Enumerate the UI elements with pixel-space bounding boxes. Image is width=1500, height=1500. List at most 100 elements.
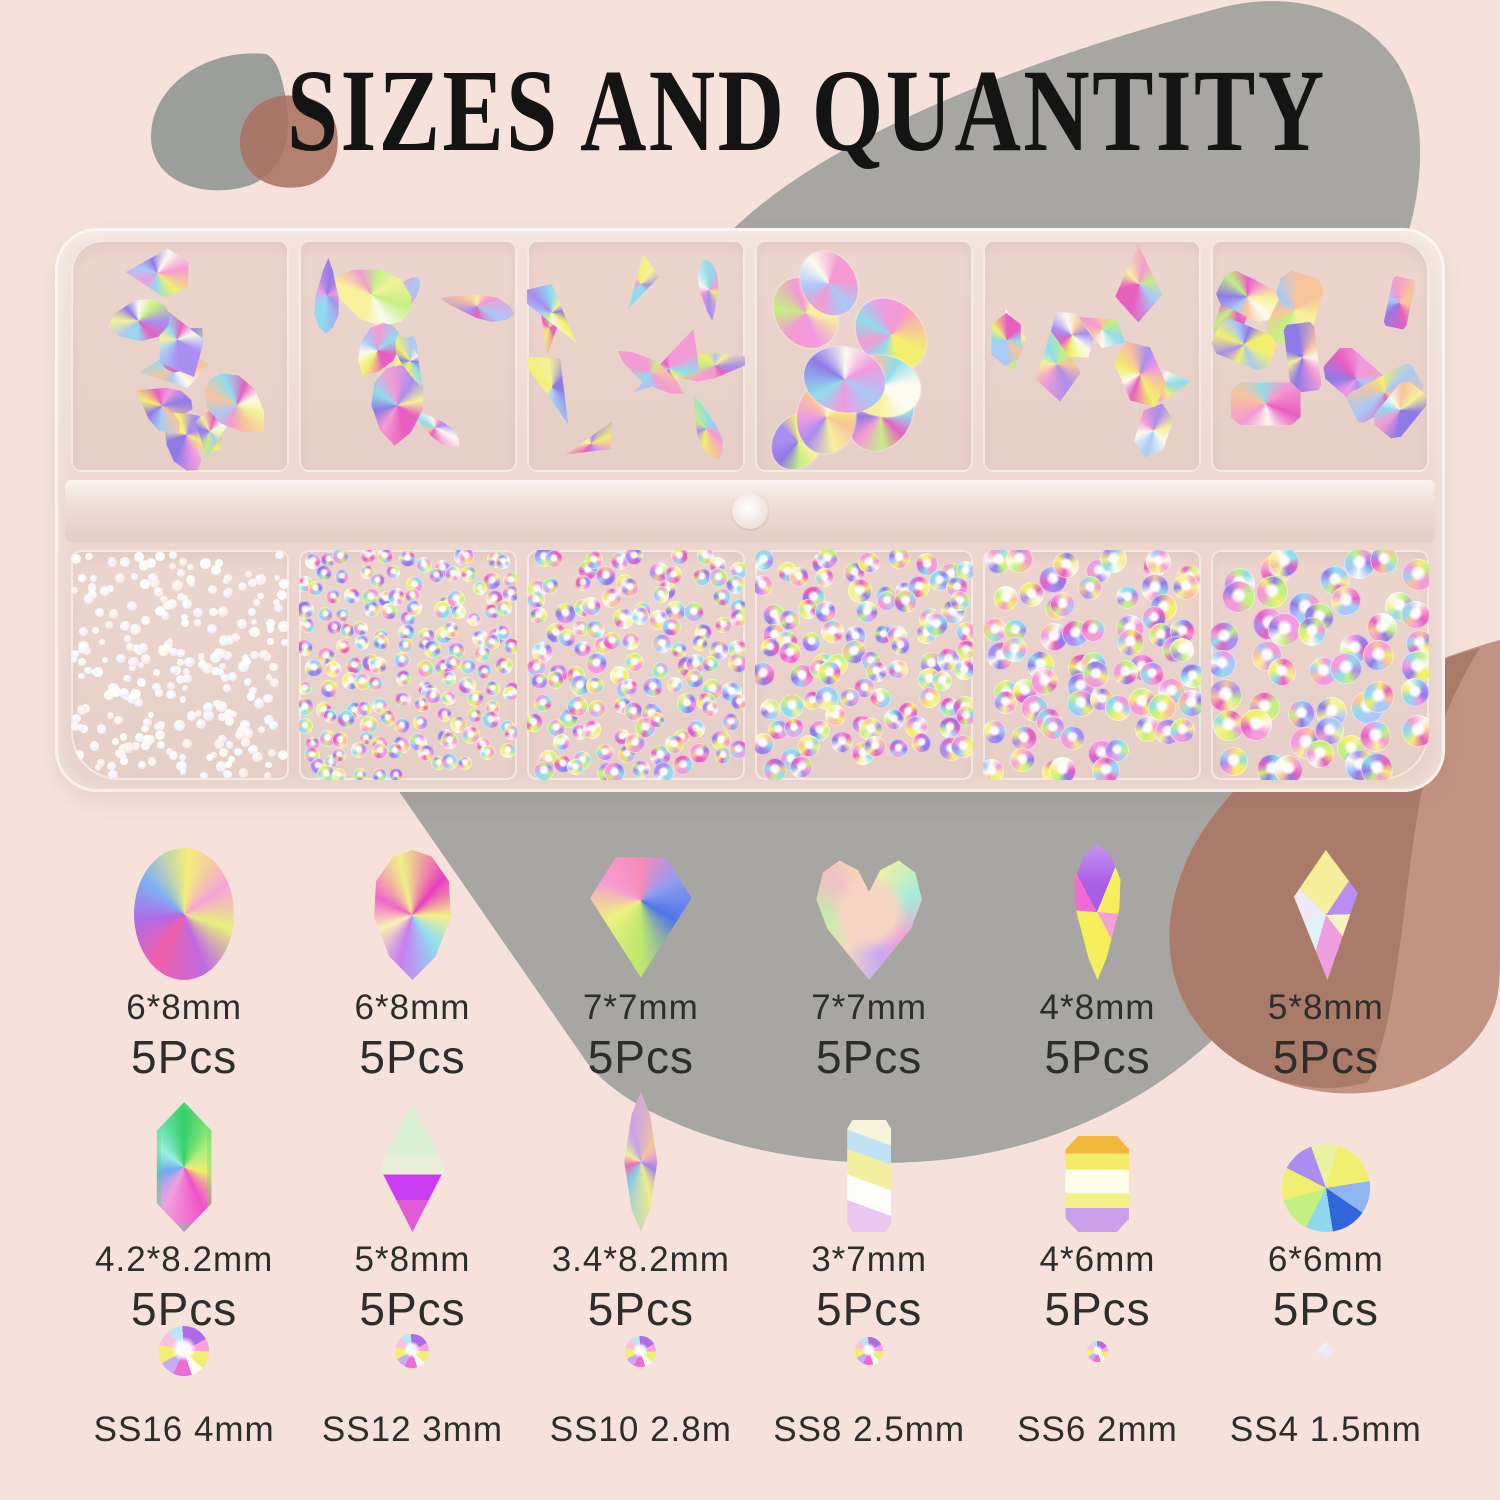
rhinestone <box>300 618 316 633</box>
rhinestone <box>147 711 154 718</box>
rhinestone <box>840 687 860 708</box>
rhinestone <box>585 620 605 640</box>
rhinestone <box>561 421 622 466</box>
crystal-size-label: 4*6mm <box>1039 1240 1156 1279</box>
rhinestone <box>200 557 212 569</box>
rhinestone <box>237 661 249 673</box>
rhinestone <box>299 639 314 657</box>
crystal-size-label: 4*8mm <box>1039 988 1156 1027</box>
rhinestone <box>1268 612 1302 646</box>
rhinestone <box>93 667 103 677</box>
rhinestone <box>317 607 333 623</box>
rhinestone <box>448 642 466 659</box>
rhinestone <box>761 638 781 658</box>
case-compartment-top-4 <box>755 240 973 472</box>
rhinestone <box>929 569 950 591</box>
rhinestone <box>214 738 225 749</box>
rhinestone <box>574 640 592 658</box>
emerald-crystal-icon <box>1065 1136 1130 1232</box>
rhinestone <box>219 663 226 670</box>
rhinestone <box>368 676 384 692</box>
rhinestone <box>1081 617 1106 642</box>
rhinestone <box>335 608 350 623</box>
rhinestone <box>94 764 102 771</box>
rhinestone <box>954 659 973 681</box>
rhinestone <box>182 668 190 676</box>
rhinestone <box>176 592 186 602</box>
rhinestone <box>1011 725 1037 752</box>
spec-item: 5*8mm 5Pcs <box>1212 840 1440 1084</box>
rhinestone <box>797 735 821 758</box>
rhinestone <box>1018 582 1045 608</box>
rhinestone <box>389 767 404 780</box>
rhinestone <box>250 618 257 625</box>
rhinestone <box>397 638 413 654</box>
rhinestone <box>624 732 646 754</box>
rhinestone <box>888 659 908 680</box>
rhinestone <box>574 575 592 592</box>
rhinestone <box>203 701 213 712</box>
rhinestone <box>1172 574 1199 600</box>
rhinestone <box>176 648 185 658</box>
rhinestone <box>905 715 928 739</box>
rhinestone <box>351 741 368 758</box>
rhinestone <box>447 590 466 609</box>
rhinestone <box>797 599 818 620</box>
rhinestone <box>126 601 137 612</box>
rhinestone <box>1052 552 1079 579</box>
rhinestone <box>527 713 543 732</box>
rhinestone <box>1287 700 1315 728</box>
rhinestone <box>237 619 248 629</box>
rhinestone <box>179 753 187 761</box>
rhinestone <box>788 567 809 587</box>
rhinestone <box>185 575 196 585</box>
rhinestone <box>369 656 387 675</box>
rhinestone <box>652 586 670 603</box>
rhinestone <box>325 660 342 677</box>
rhinestone <box>162 643 173 654</box>
rhinestone <box>332 732 348 748</box>
rhinestone <box>83 769 93 779</box>
rhinestone <box>778 641 801 664</box>
crystal-size-label: 3.4*8.2mm <box>551 1240 730 1279</box>
rhinestone <box>1049 591 1075 617</box>
rhinestone <box>1230 382 1300 425</box>
crystal-qty-label: 5Pcs <box>1044 1031 1151 1083</box>
rhinestone <box>269 677 279 687</box>
rhinestone <box>115 749 125 759</box>
rhinestone <box>784 717 805 738</box>
rhinestone <box>215 559 223 567</box>
rhinestone <box>768 719 789 741</box>
rhinestone <box>484 681 500 697</box>
spec-item: 7*7mm 5Pcs <box>527 840 755 1084</box>
rhinestone <box>114 715 123 724</box>
rhinestone <box>202 663 213 674</box>
rhinestone <box>272 599 280 607</box>
rhinestone <box>157 741 165 749</box>
round-crystal-icon <box>1086 1340 1108 1362</box>
rhinestone <box>893 590 918 614</box>
rhinestone <box>457 676 476 695</box>
rhinestone <box>855 601 879 624</box>
rhinestone <box>141 734 153 746</box>
heart-crystal-icon <box>816 860 922 980</box>
rhinestone <box>533 760 554 780</box>
rhinestone <box>159 596 167 604</box>
crystal-sample <box>625 1318 657 1384</box>
rhinestone <box>915 553 939 576</box>
case-hinge-band <box>65 480 1435 542</box>
crystal-sample <box>1281 1080 1370 1232</box>
rhinestone <box>163 600 173 611</box>
rhinestone <box>702 700 719 717</box>
rhinestone <box>467 690 484 707</box>
rhinestone <box>495 554 511 569</box>
rhinestone <box>224 709 234 719</box>
rhinestone <box>621 578 640 597</box>
rhinestone <box>85 552 94 561</box>
rhinestone <box>108 609 119 619</box>
rhinestone <box>983 618 1007 642</box>
rhinestone <box>848 579 872 603</box>
rhinestone <box>596 743 614 762</box>
kite-crystal-icon <box>1293 850 1358 980</box>
crystal-qty-label: 5Pcs <box>359 1283 466 1335</box>
